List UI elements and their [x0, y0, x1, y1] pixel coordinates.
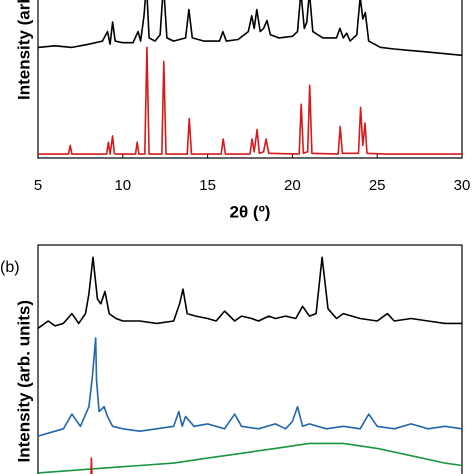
pattern-line	[90, 457, 93, 474]
y-axis-label: Intensity (arb. units)	[14, 0, 33, 100]
panel-label: (b)	[0, 259, 20, 276]
pattern-line	[38, 46, 462, 155]
pattern-line	[37, 0, 463, 57]
x-tick-label: 10	[114, 177, 131, 194]
panel-b-frame	[37, 244, 463, 474]
pattern-line	[37, 442, 463, 474]
x-tick-label: 20	[284, 177, 301, 194]
x-tick-label: 25	[369, 177, 386, 194]
x-tick-label: 30	[454, 177, 471, 194]
pattern-line	[37, 256, 462, 329]
y-axis-label: Intensity (arb. units)	[14, 300, 33, 462]
x-axis-label: 2θ (º)	[230, 202, 271, 221]
pattern-line	[37, 337, 463, 437]
x-tick-label: 5	[34, 177, 42, 194]
panel-a-frame	[37, 0, 463, 159]
x-tick-label: 15	[199, 177, 216, 194]
